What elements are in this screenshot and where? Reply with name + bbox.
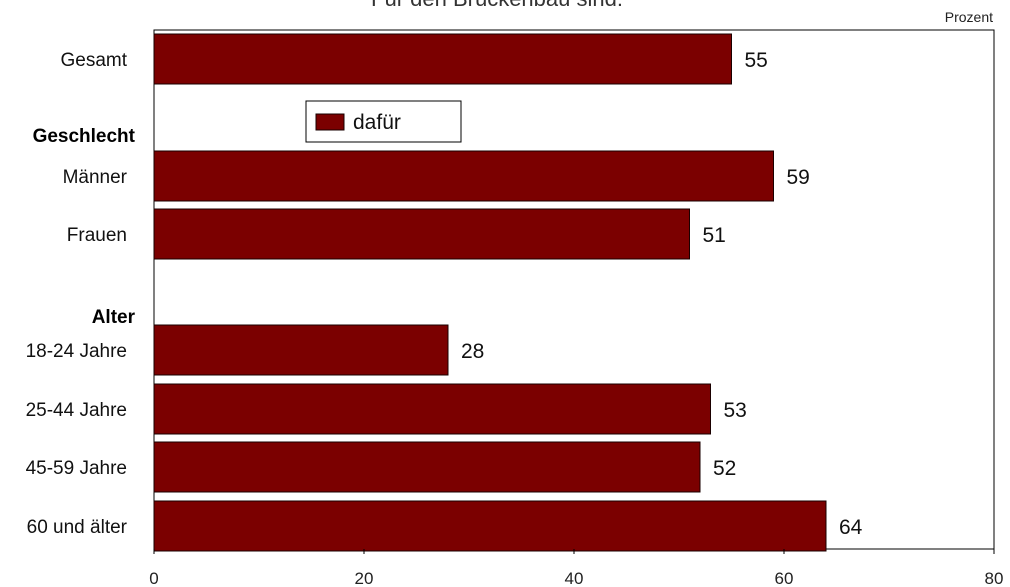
group-label: Geschlecht [33, 126, 136, 147]
data-label: 28 [461, 340, 484, 363]
x-tick-label: 80 [985, 569, 1004, 587]
bar [153, 208, 690, 260]
legend-swatch [315, 113, 345, 131]
category-label: Männer [63, 167, 128, 188]
category-label: 45-59 Jahre [26, 458, 127, 479]
legend-label: dafür [353, 111, 401, 134]
x-tick-label: 0 [149, 569, 158, 587]
group-label: Alter [92, 307, 136, 328]
bar [153, 324, 449, 376]
unit-label: Prozent [945, 9, 993, 25]
x-axis: 0 20 40 60 80 [149, 549, 1003, 587]
data-label: 52 [713, 457, 736, 480]
x-tick-label: 40 [565, 569, 584, 587]
category-label: Frauen [67, 225, 127, 246]
data-label: 59 [787, 166, 810, 189]
data-label: 51 [703, 224, 726, 247]
chart-title: Für den Brückenbau sind: [371, 0, 623, 11]
x-tick-label: 20 [355, 569, 374, 587]
bar [153, 33, 732, 85]
bar [153, 150, 774, 202]
bar [153, 500, 827, 552]
category-label: 18-24 Jahre [26, 341, 127, 362]
data-label: 64 [839, 516, 863, 539]
legend: dafür [305, 100, 462, 143]
data-label: 55 [745, 49, 768, 72]
bars-layer: Gesamt 55 Geschlecht Männer 59 Frauen 51 Alter 1… [26, 33, 863, 552]
category-label: 60 und älter [27, 517, 128, 538]
category-label: 25-44 Jahre [26, 400, 127, 421]
data-label: 53 [724, 399, 747, 422]
bar [153, 383, 711, 435]
bar [153, 441, 701, 493]
x-tick-label: 60 [775, 569, 794, 587]
category-label: Gesamt [60, 50, 127, 71]
